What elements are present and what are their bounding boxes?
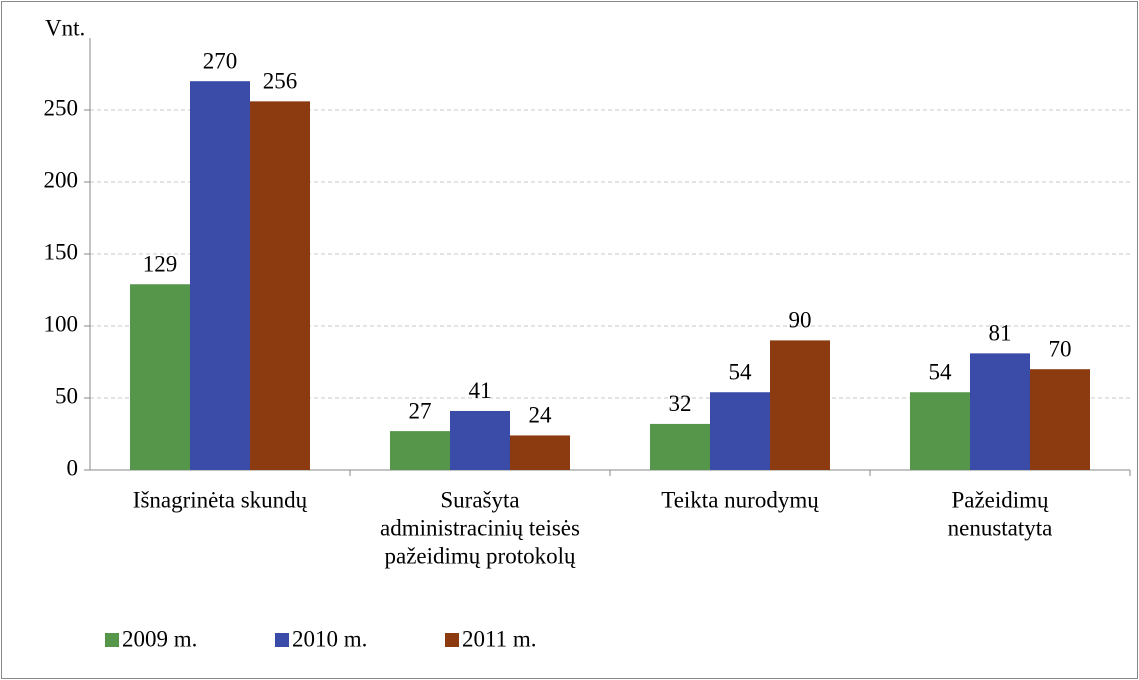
- bar: [130, 284, 190, 470]
- y-tick-label: 200: [44, 167, 79, 192]
- data-label: 81: [989, 321, 1012, 346]
- legend-label: 2010 m.: [292, 626, 367, 651]
- bar: [770, 340, 830, 470]
- data-label: 24: [529, 403, 553, 428]
- data-label: 54: [729, 360, 753, 385]
- bar: [910, 392, 970, 470]
- bar: [970, 353, 1030, 470]
- x-tick-label: Išnagrinėta skundų: [133, 487, 308, 512]
- bar: [650, 423, 710, 470]
- bar: [450, 410, 510, 470]
- bar: [1030, 369, 1090, 470]
- y-tick-label: 250: [44, 95, 79, 120]
- legend-swatch: [105, 633, 119, 647]
- y-tick-label: 150: [44, 239, 79, 264]
- x-tick-label: Teikta nurodymų: [661, 487, 819, 512]
- legend-swatch: [275, 633, 289, 647]
- legend-label: 2011 m.: [462, 626, 537, 651]
- bar: [190, 81, 250, 470]
- bar: [250, 101, 310, 471]
- x-tick-label: Surašyta: [440, 487, 519, 512]
- bar: [510, 435, 570, 470]
- x-tick-label: pažeidimų protokolų: [385, 543, 576, 568]
- data-label: 32: [669, 391, 692, 416]
- x-tick-label: nenustatyta: [948, 515, 1053, 540]
- data-label: 41: [469, 378, 492, 403]
- bar: [390, 431, 450, 470]
- data-label: 70: [1049, 336, 1072, 361]
- data-label: 90: [789, 308, 812, 333]
- y-tick-label: 100: [44, 311, 79, 336]
- x-tick-label: Pažeidimų: [951, 487, 1049, 512]
- data-label: 129: [143, 252, 178, 277]
- legend-swatch: [445, 633, 459, 647]
- data-label: 256: [263, 69, 298, 94]
- data-label: 270: [203, 48, 238, 73]
- data-label: 54: [929, 360, 953, 385]
- y-tick-label: 0: [67, 455, 79, 480]
- y-tick-label: 50: [55, 383, 78, 408]
- y-axis-label: Vnt.: [45, 15, 85, 40]
- legend-label: 2009 m.: [122, 626, 197, 651]
- bar: [710, 392, 770, 470]
- x-tick-label: administracinių teisės: [380, 515, 580, 540]
- data-label: 27: [409, 398, 432, 423]
